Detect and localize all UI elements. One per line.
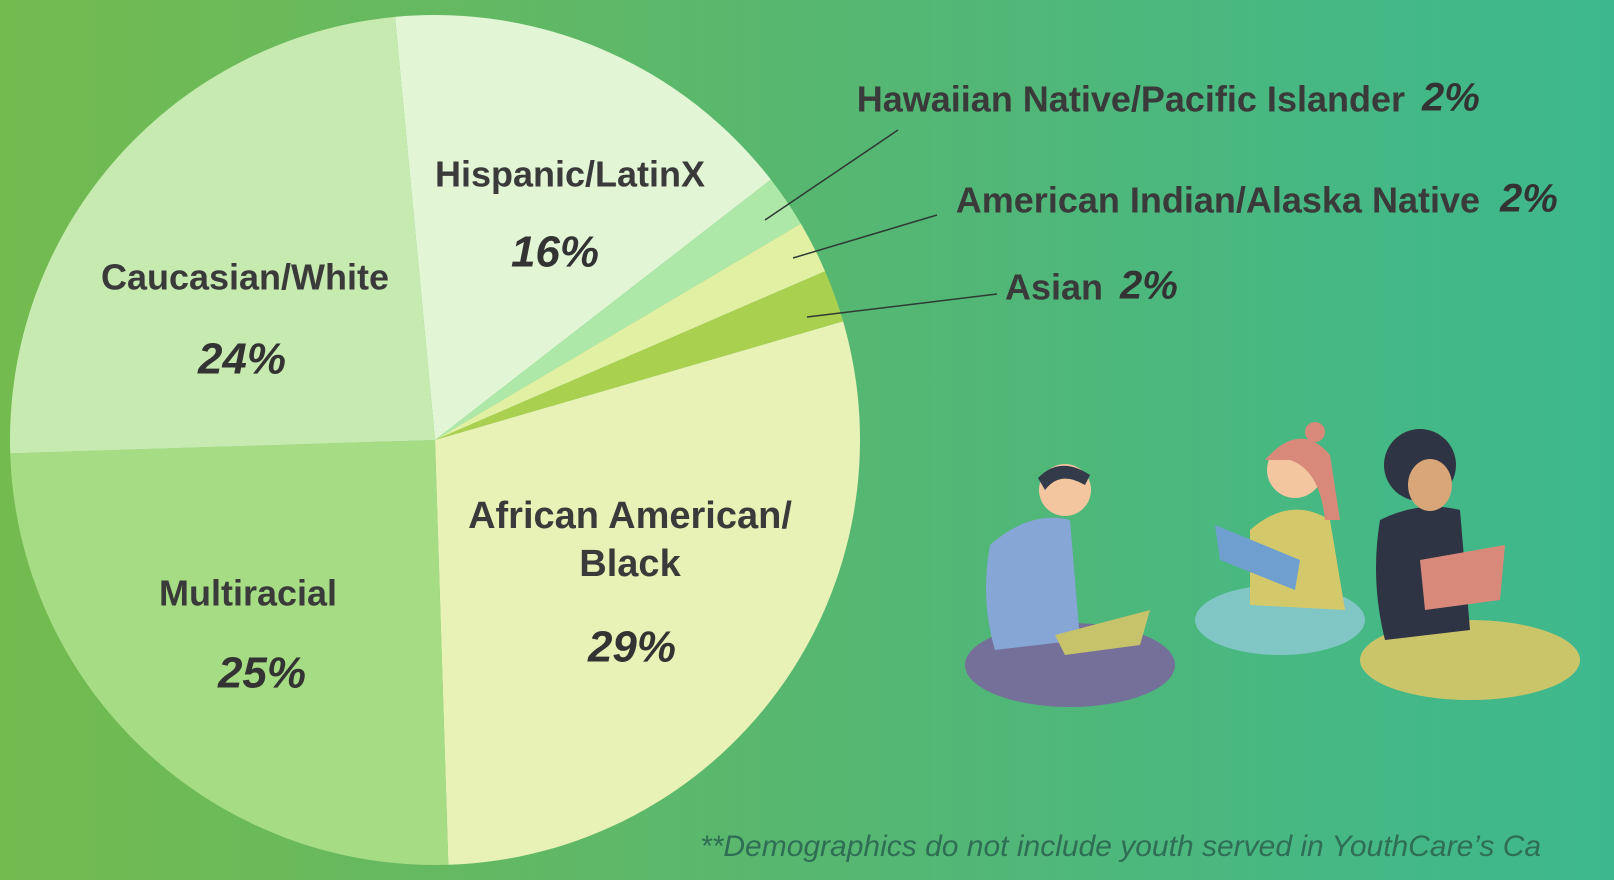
leader-line <box>793 215 937 258</box>
slice-label: Asian <box>1005 267 1103 308</box>
chart: Hispanic/LatinX 16% Hawaiian Native/Pacifi… <box>0 0 1614 880</box>
slice-label: Hawaiian Native/Pacific Islander <box>857 79 1405 120</box>
value-label: 25% <box>217 649 306 698</box>
footnote: **Demographics do not include youth serv… <box>700 830 1541 864</box>
slice-label: Caucasian/White <box>101 257 389 298</box>
value-label: 29% <box>587 623 676 672</box>
slice-label: Hispanic/LatinX <box>435 154 705 195</box>
value-label: 16% <box>511 228 599 277</box>
illustration <box>965 422 1580 707</box>
value-label: 24% <box>197 335 286 384</box>
slice-label: African American/ Black <box>440 492 820 588</box>
pie <box>10 15 860 865</box>
pie-slice <box>10 17 435 453</box>
slice-label: American Indian/Alaska Native <box>956 180 1480 221</box>
page: Hispanic/LatinX 16% Hawaiian Native/Pacifi… <box>0 0 1614 880</box>
leader-line <box>765 130 898 220</box>
value-label: 2% <box>1119 264 1178 308</box>
value-label: 2% <box>1421 76 1480 120</box>
value-label: 2% <box>1499 177 1558 221</box>
slice-label: Multiracial <box>159 573 337 614</box>
